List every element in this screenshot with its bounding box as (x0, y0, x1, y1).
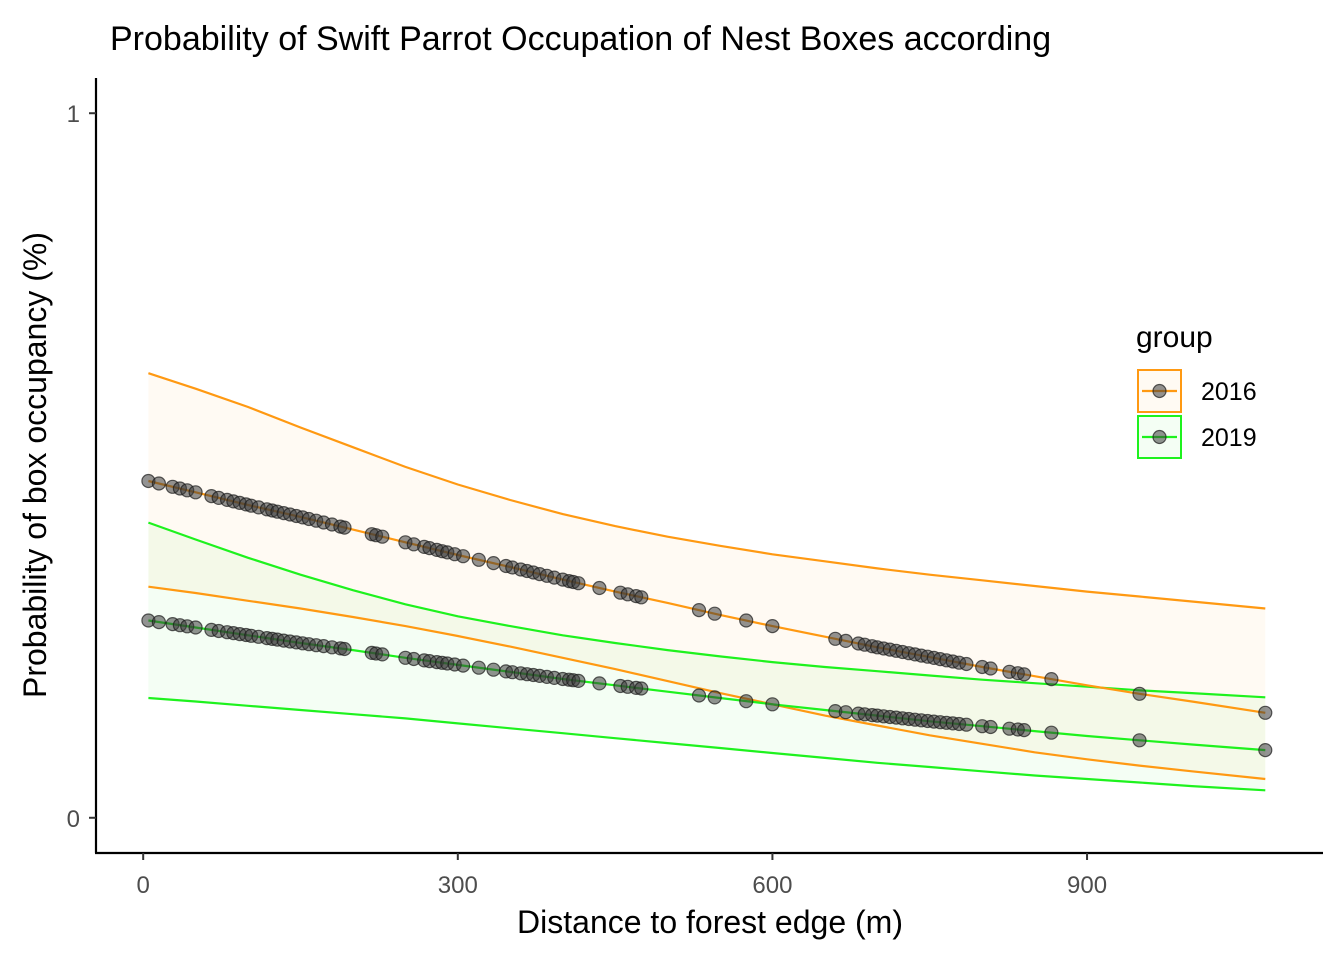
data-point-2019 (337, 641, 352, 657)
upper-bound-line-2019 (148, 521, 1266, 699)
confidence-lines (148, 372, 1266, 792)
legend-key-2016: 2016 (1137, 369, 1257, 413)
data-point-2019 (983, 719, 998, 735)
data-point-2019 (838, 705, 853, 720)
data-point-2016 (765, 618, 780, 634)
data-point-2016 (486, 555, 501, 571)
legend-label: 2016 (1201, 378, 1257, 406)
data-point-2019 (471, 660, 486, 675)
data-point-2016 (592, 580, 607, 596)
legend-title: group (1136, 321, 1213, 354)
data-points (141, 473, 1273, 758)
data-point-2016 (959, 656, 974, 672)
legend-point (1152, 383, 1167, 399)
data-point-2016 (838, 633, 853, 649)
lower-bound-line-2016 (148, 585, 1266, 781)
legend: group 2016 2019 (1136, 321, 1257, 459)
data-point-2016 (1258, 705, 1273, 720)
data-point-2016 (1132, 686, 1147, 701)
data-point-2016 (739, 613, 754, 628)
data-point-2019 (691, 688, 707, 703)
x-axis-ticks: 0 300 600 900 (137, 853, 1107, 899)
data-point-2016 (571, 576, 586, 591)
data-point-2019 (739, 694, 754, 709)
data-point-2016 (1016, 667, 1032, 682)
x-axis-title: Distance to forest edge (m) (517, 904, 903, 940)
y-tick-label: 0 (67, 806, 80, 833)
upper-bound-line-2016 (148, 372, 1266, 610)
data-point-2019 (151, 614, 166, 630)
data-point-2016 (188, 485, 203, 500)
data-point-2016 (707, 606, 722, 621)
data-point-2019 (1044, 725, 1059, 740)
lower-bound-line-2019 (148, 696, 1266, 792)
data-point-2019 (959, 717, 974, 732)
x-tick-label: 300 (438, 872, 478, 899)
chart-title: Probability of Swift Parrot Occupation o… (110, 20, 1051, 58)
y-axis-ticks: 01 (67, 101, 96, 833)
data-point-2016 (1044, 671, 1059, 687)
data-point-2019 (634, 681, 649, 696)
data-point-2019 (571, 673, 586, 689)
data-point-2016 (151, 476, 166, 491)
data-point-2019 (188, 620, 203, 635)
legend-point (1152, 429, 1167, 445)
data-point-2016 (456, 549, 471, 564)
data-point-2019 (1258, 742, 1273, 758)
confidence-bands (148, 373, 1266, 791)
data-point-2019 (1132, 733, 1147, 748)
data-point-2019 (765, 697, 780, 712)
data-point-2019 (1016, 722, 1032, 738)
legend-label: 2019 (1201, 424, 1257, 452)
data-point-2016 (337, 520, 352, 535)
data-point-2019 (592, 676, 607, 691)
data-point-2019 (707, 690, 722, 705)
data-point-2019 (486, 662, 501, 677)
data-point-2016 (983, 661, 998, 676)
data-point-2019 (375, 647, 390, 662)
data-point-2016 (691, 602, 707, 618)
y-tick-label: 1 (67, 101, 80, 128)
data-point-2016 (471, 552, 486, 567)
legend-key-2019: 2019 (1137, 415, 1257, 459)
x-tick-label: 0 (137, 872, 150, 899)
x-tick-label: 600 (752, 872, 792, 899)
y-axis-title: Probability of box occupancy (%) (17, 232, 53, 698)
data-point-2016 (634, 590, 649, 605)
data-point-2016 (375, 529, 390, 544)
data-point-2019 (456, 658, 471, 673)
x-tick-label: 900 (1067, 872, 1107, 899)
